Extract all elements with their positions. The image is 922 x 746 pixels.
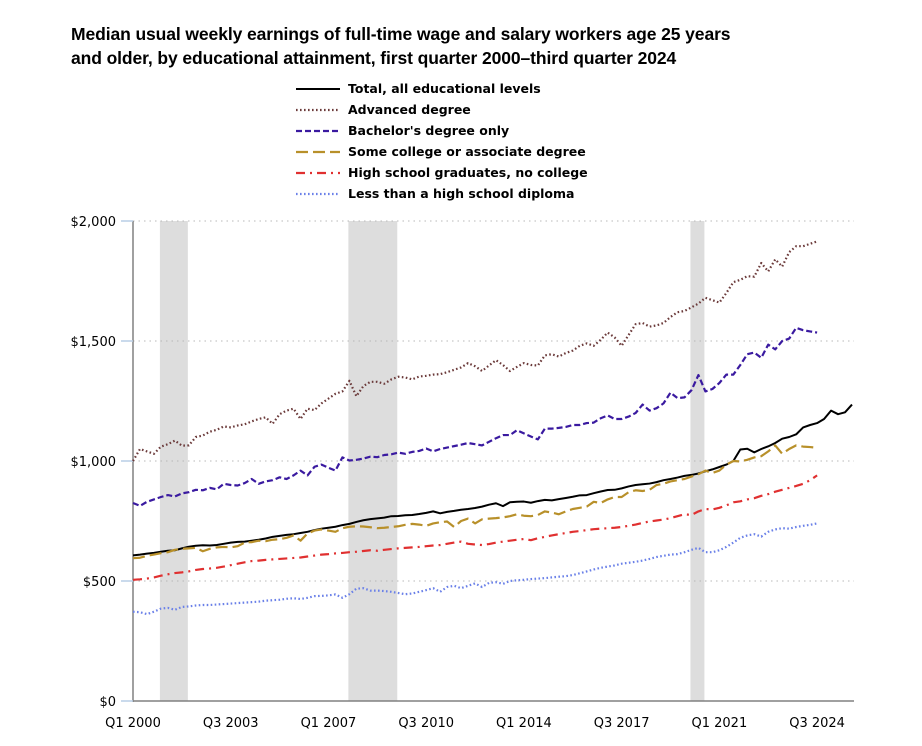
legend-swatch <box>296 171 340 174</box>
x-tick-label: Q3 2010 <box>398 716 454 731</box>
legend-label: Bachelor's degree only <box>348 123 510 138</box>
legend-item: Some college or associate degree <box>296 141 588 162</box>
x-tick-label: Q3 2017 <box>594 716 650 731</box>
legend-swatch <box>296 150 340 153</box>
x-axis-labels: Q1 2000 Q3 2003 Q1 2007 Q3 2010 Q1 2014 Q3 20… <box>105 716 845 731</box>
series-lines <box>132 240 853 616</box>
legend-label: Advanced degree <box>348 102 471 117</box>
legend-swatch <box>296 87 340 90</box>
gridlines <box>133 220 854 582</box>
chart-title: Median usual weekly earnings of full-tim… <box>71 22 871 70</box>
chart-title-line-2: and older, by educational attainment, fi… <box>71 48 677 68</box>
legend-swatch <box>296 108 340 111</box>
legend-swatch <box>296 129 340 132</box>
legend-label: Some college or associate degree <box>348 144 586 159</box>
recession-band <box>348 221 398 701</box>
series-line-3 <box>132 444 818 560</box>
series-line-1 <box>132 240 818 462</box>
chart-title-line-1: Median usual weekly earnings of full-tim… <box>71 24 731 44</box>
y-tick-label: $0 <box>99 695 116 710</box>
x-tick-label: Q1 2000 <box>105 716 161 731</box>
legend-label: Less than a high school diploma <box>348 186 575 201</box>
y-tick-label: $1,000 <box>71 455 117 470</box>
y-tick-label: $1,500 <box>71 335 117 350</box>
legend-item: Less than a high school diploma <box>296 183 588 204</box>
series-line-4 <box>132 474 818 581</box>
recession-band <box>690 221 705 701</box>
x-tick-label: Q3 2003 <box>203 716 259 731</box>
x-tick-label: Q3 2024 <box>789 716 845 731</box>
legend-item: Advanced degree <box>296 99 588 120</box>
series-line-2 <box>132 326 818 507</box>
series-line-5 <box>132 522 818 616</box>
legend-item: High school graduates, no college <box>296 162 588 183</box>
legend-label: High school graduates, no college <box>348 165 588 180</box>
x-tick-label: Q1 2014 <box>496 716 552 731</box>
axes <box>121 220 854 702</box>
x-tick-label: Q1 2021 <box>692 716 748 731</box>
legend-swatch <box>296 192 340 195</box>
y-axis-labels: $0 $500 $1,000 $1,500 $2,000 <box>71 215 117 710</box>
x-tick-label: Q1 2007 <box>301 716 357 731</box>
y-tick-label: $500 <box>83 575 116 590</box>
series-line-0 <box>132 403 853 557</box>
y-tick-label: $2,000 <box>71 215 117 230</box>
legend-item: Total, all educational levels <box>296 78 588 99</box>
legend-label: Total, all educational levels <box>348 81 541 96</box>
chart-legend: Total, all educational levels Advanced de… <box>296 78 588 204</box>
legend-item: Bachelor's degree only <box>296 120 588 141</box>
